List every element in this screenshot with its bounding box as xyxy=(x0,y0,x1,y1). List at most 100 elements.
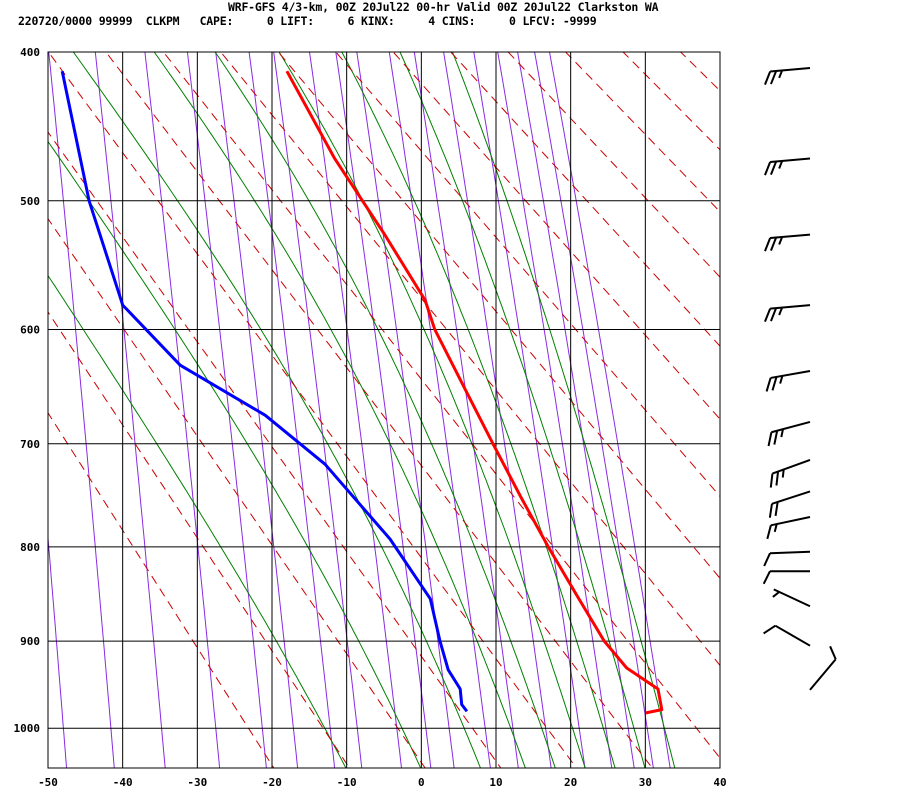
mixing-ratio-line xyxy=(548,52,671,768)
y-tick-label: 500 xyxy=(20,195,40,208)
wind-barb-feather xyxy=(778,236,784,245)
wind-barb xyxy=(764,233,811,252)
chart-subtitle: 220720/0000 99999 CLKPM CAPE: 0 LIFT: 6 … xyxy=(18,14,597,28)
wind-barb xyxy=(764,304,811,323)
mixing-ratio-line xyxy=(248,52,336,768)
wind-barb-feather xyxy=(778,70,784,79)
kinx-value: 4 xyxy=(428,14,435,28)
wind-barb-feather xyxy=(767,432,773,447)
dry-adiabat-line xyxy=(760,19,900,777)
grid xyxy=(47,51,721,769)
x-tick-label: -30 xyxy=(187,776,207,789)
x-tick-label: 40 xyxy=(713,776,726,789)
wind-barb-feather xyxy=(781,469,785,478)
x-tick-label: 0 xyxy=(418,776,425,789)
mixing-ratio-line xyxy=(273,52,363,768)
mixing-ratio-line xyxy=(94,52,166,768)
mixing-ratio-line xyxy=(413,52,519,768)
moist-adiabat-line xyxy=(278,52,586,768)
dry-adiabat-line xyxy=(564,52,720,213)
mixing-ratio-line xyxy=(388,52,491,768)
dry-adiabat-line xyxy=(704,19,900,777)
wind-barb-staff xyxy=(770,516,811,527)
dry-adiabat-line xyxy=(48,52,578,768)
mixing-ratio-line xyxy=(308,52,403,768)
mixing-ratio-line xyxy=(534,52,654,768)
wind-barb-feather xyxy=(773,523,778,533)
mixing-ratio-line xyxy=(443,52,552,768)
wind-barb-staff xyxy=(774,624,811,647)
y-tick-label: 600 xyxy=(20,324,40,337)
y-tick-label: 400 xyxy=(20,46,40,59)
wind-barb-staff xyxy=(770,67,811,73)
dry-adiabat-line xyxy=(335,52,720,498)
lfcv-label: LFCV: xyxy=(522,14,557,28)
wind-barb-staff xyxy=(771,420,811,434)
wind-barb-feather xyxy=(779,375,784,384)
background-lines xyxy=(48,19,900,777)
moist-adiabat-line xyxy=(48,140,422,768)
wind-barb-feather xyxy=(764,71,772,85)
cape-value: 0 xyxy=(266,14,274,28)
wind-barb-feather xyxy=(829,645,837,660)
wind-barb-feather xyxy=(774,501,779,516)
wind-barb-feather xyxy=(780,428,784,438)
chart-title: WRF-GFS 4/3-km, 00Z 20Jul22 00-hr Valid … xyxy=(228,0,659,14)
mixing-ratio-line xyxy=(517,52,635,768)
mixing-ratio-line xyxy=(473,52,586,768)
wind-barb-feather xyxy=(762,570,771,585)
y-tick-label: 700 xyxy=(20,438,40,451)
dry-adiabat-line xyxy=(679,52,720,92)
moist-adiabat-line xyxy=(451,52,676,768)
wind-barb xyxy=(769,458,811,488)
wind-barb-staff xyxy=(770,233,811,240)
plot-frame xyxy=(47,51,721,769)
wind-barb xyxy=(763,624,811,647)
mixing-ratio-line xyxy=(497,52,613,768)
dry-adiabat-line xyxy=(507,52,720,278)
wind-barb-feather xyxy=(770,307,778,322)
wind-barb-feather xyxy=(770,161,778,175)
x-tick-label: 30 xyxy=(639,776,652,789)
wind-barb-feather xyxy=(768,503,773,518)
dry-adiabat-line xyxy=(162,52,720,759)
wind-barb-feather xyxy=(775,471,780,486)
moist-adiabat-line xyxy=(399,52,646,768)
wind-barb-feather xyxy=(765,377,772,392)
wind-barb-feather xyxy=(764,161,772,176)
wind-barb-staff xyxy=(770,304,811,310)
wind-barb-feather xyxy=(763,624,776,635)
wind-barb-feather xyxy=(766,525,772,540)
date-code: 220720/0000 xyxy=(18,14,92,28)
mixing-ratio-line xyxy=(356,52,455,768)
wind-barb-feather xyxy=(770,237,778,251)
x-tick-label: -50 xyxy=(38,776,58,789)
x-tick-label: -40 xyxy=(113,776,133,789)
x-tick-label: 20 xyxy=(564,776,577,789)
dry-adiabat-line xyxy=(220,52,720,667)
wind-barb-staff xyxy=(773,588,811,608)
wind-barb xyxy=(762,570,810,585)
mixing-ratio-line xyxy=(186,52,267,768)
wind-barb-feather xyxy=(764,308,772,323)
mixing-ratio-line xyxy=(48,531,68,768)
y-tick-label: 900 xyxy=(20,635,40,648)
dry-adiabat-line xyxy=(48,411,275,768)
dry-adiabat-line xyxy=(48,131,502,768)
wind-barb xyxy=(763,550,811,567)
cape-label: CAPE: xyxy=(199,14,234,28)
y-tick-label: 1000 xyxy=(14,722,41,735)
wind-barb-staff xyxy=(809,658,837,691)
wind-barb xyxy=(764,67,811,85)
station-number: 99999 xyxy=(98,14,133,28)
wind-barb-feather xyxy=(763,552,771,567)
temperature-profile-line xyxy=(285,70,664,715)
kinx-label: KINX: xyxy=(361,14,395,28)
wind-barb xyxy=(772,588,811,608)
dry-adiabat-line xyxy=(817,19,900,777)
x-tick-label: -10 xyxy=(337,776,357,789)
moist-adiabat-line xyxy=(48,274,347,768)
moist-adiabat-line xyxy=(214,52,556,768)
wind-barb-feather xyxy=(764,237,772,252)
